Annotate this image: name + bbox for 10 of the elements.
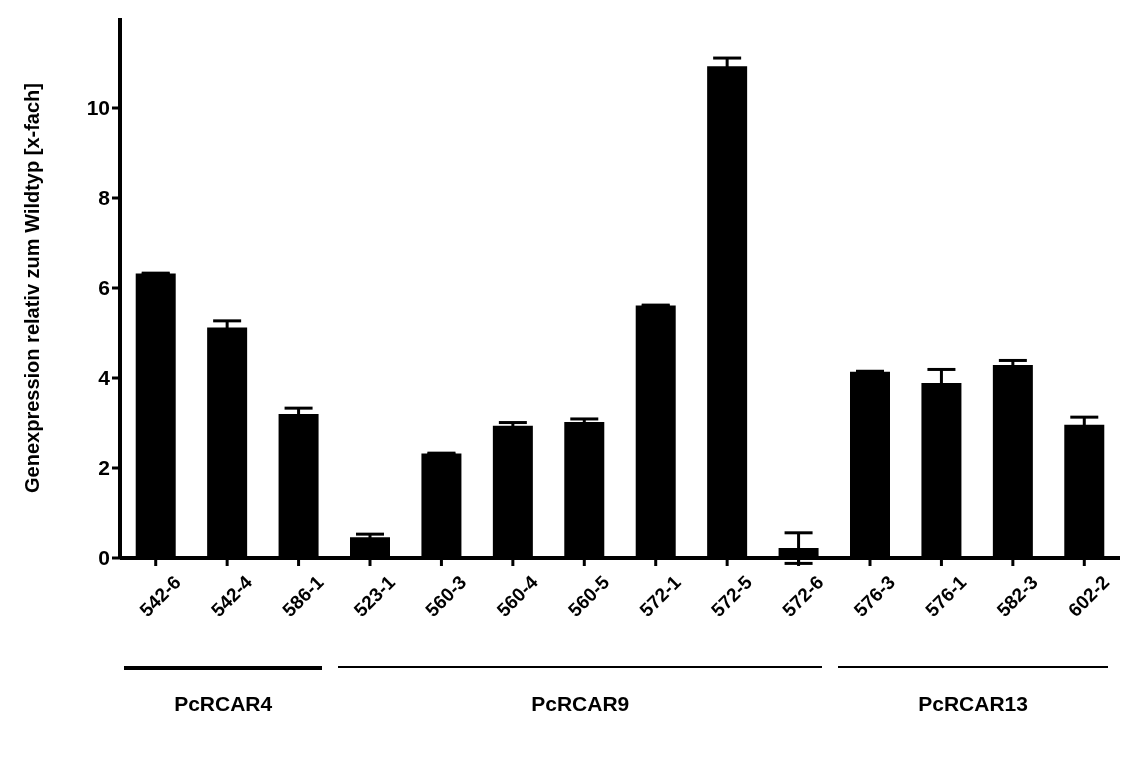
y-tick-label: 6 [98,276,110,300]
text: PcRCAR4 [173,692,274,716]
text: PcRCAR13 [917,692,1029,716]
y-tick-label: 4 [98,366,111,390]
y-tick-label: 10 [86,96,110,120]
text: PcRCAR9 [530,692,631,716]
y-tick-label: 2 [98,456,110,480]
y-tick-label: 0 [98,546,110,570]
y-axis-title: Genexpression relativ zum Wildtyp [x-fach] [21,83,44,493]
y-tick-label: 8 [98,186,111,210]
